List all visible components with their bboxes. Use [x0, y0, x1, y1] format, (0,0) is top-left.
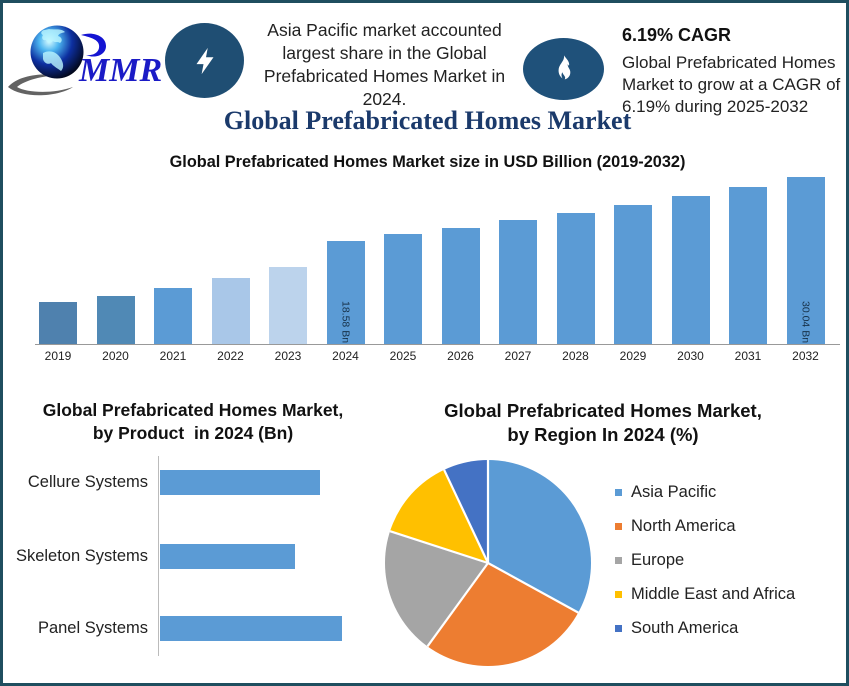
svg-text:MMR: MMR	[78, 52, 162, 89]
